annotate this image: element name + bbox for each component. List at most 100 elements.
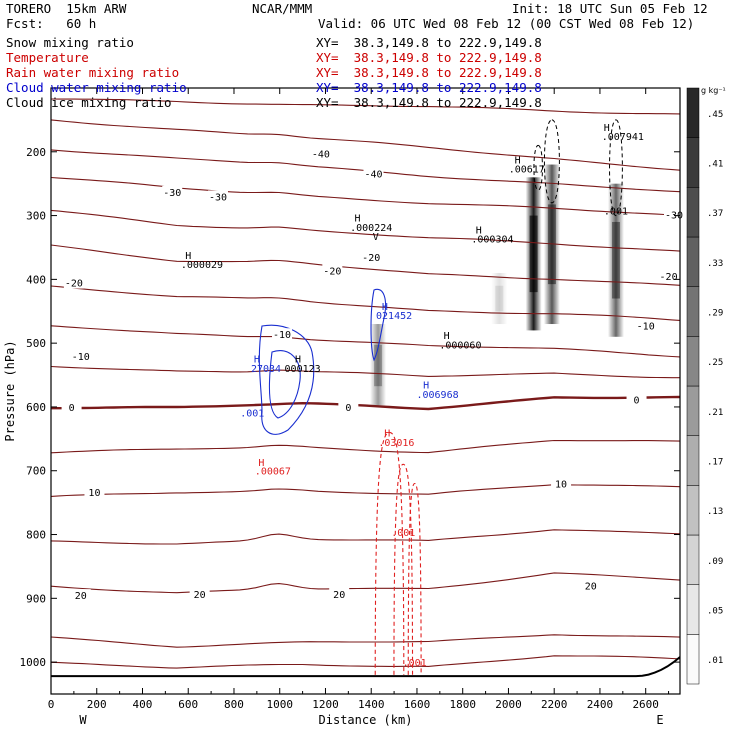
isotherm-label-bg-3 [162, 185, 183, 198]
y-tick-label-4: 600 [26, 401, 46, 414]
x-tick-label-4: 800 [224, 698, 244, 711]
isotherm-label-1: -40 [364, 169, 382, 180]
extremum-label-7: H [515, 155, 521, 166]
rain-contour-0 [374, 431, 405, 675]
isotherm-label-20: 20 [585, 582, 597, 593]
isotherm-line-extra-0 [51, 98, 680, 115]
isotherm-line-7 [51, 365, 680, 379]
extremum-label-20: H [295, 354, 301, 365]
colorbar-cell-9 [686, 187, 700, 238]
extremum-label-0: H [185, 251, 191, 262]
extremum-label-26: .00067 [255, 467, 291, 478]
x-tick-label-6: 1200 [312, 698, 339, 711]
extremum-label-13: .000060 [439, 340, 481, 351]
y-tick-label-6: 800 [26, 529, 46, 542]
isotherm-label-bg-9 [272, 328, 293, 341]
legend-ice-xy: XY= 38.3,149.8 to 222.9,149.8 [316, 95, 542, 110]
ice-contour-0 [543, 119, 560, 204]
isotherm-label-bg-10 [635, 319, 656, 332]
extremum-label-23: H [384, 428, 390, 439]
isotherm-label-5: -20 [323, 266, 341, 277]
isotherm-label-bg-14 [626, 393, 647, 406]
extremum-label-1: .000029 [181, 260, 223, 271]
isotherm-line-12 [51, 572, 680, 594]
isotherm-label-bg-20 [580, 579, 601, 592]
isotherm-label-bg-4 [664, 208, 684, 221]
isotherm-line-4 [51, 244, 680, 286]
legend-cloud-water-xy: XY= 38.3,149.8 to 222.9,149.8 [316, 80, 542, 95]
legend-cloud-water-label: Cloud water mixing ratio [6, 80, 187, 95]
extremum-label-5: H [476, 226, 482, 237]
extremum-label-9: H [604, 123, 610, 134]
legend-snow-label: Snow mixing ratio [6, 35, 134, 50]
isotherm-label-7: -20 [660, 272, 678, 283]
isotherm-label-bg-0 [310, 147, 331, 160]
extremum-label-2: H [354, 213, 360, 224]
x-axis-label: Distance (km) [319, 713, 413, 727]
rain-contour-1 [393, 463, 414, 675]
cloud-water-contour-0 [258, 324, 315, 435]
isotherm-line-extra-2 [51, 655, 680, 669]
isotherm-label-bg-12 [61, 400, 82, 413]
colorbar-unit: g kg⁻¹ [701, 86, 726, 95]
extremum-label-24: .03016 [378, 438, 414, 449]
x-tick-label-2: 400 [133, 698, 153, 711]
colorbar-tick-label-11: .45 [707, 110, 723, 120]
x-tick-label-12: 2400 [587, 698, 614, 711]
cloud-water-contour-1 [269, 350, 301, 419]
isotherm-label-bg-13 [338, 400, 359, 413]
extremum-label-10: .007941 [602, 132, 644, 143]
colorbar-cell-1 [686, 584, 700, 635]
extremum-label-19: 27034 [251, 364, 281, 375]
colorbar-tick-label-0: .01 [707, 656, 723, 666]
extremum-label-14: H [382, 302, 388, 313]
extremum-label-22: .001 [240, 409, 264, 420]
x-tick-label-8: 1600 [404, 698, 431, 711]
colorbar-tick-label-6: .25 [707, 358, 723, 368]
y-tick-label-2: 400 [26, 273, 46, 286]
y-tick-label-7: 900 [26, 592, 46, 605]
isotherm-label-11: -10 [72, 352, 90, 363]
center-name: NCAR/MMM [252, 1, 313, 16]
isotherm-label-bg-17 [70, 589, 91, 602]
y-axis-label: Pressure (hPa) [3, 340, 17, 441]
isotherm-line-0 [51, 119, 680, 171]
isotherm-line-8 [51, 395, 680, 411]
extremum-label-4: V [373, 232, 379, 243]
cloud-water-contour-2 [370, 288, 387, 362]
colorbar-cell-11 [686, 87, 700, 138]
isotherm-label-16: 10 [555, 479, 567, 490]
colorbar-tick-label-5: .21 [707, 408, 723, 418]
isotherm-label-bg-1 [363, 167, 384, 180]
extremum-label-17: .006968 [416, 390, 458, 401]
extremum-label-21: 000123 [285, 364, 321, 375]
isotherm-line-6 [51, 325, 680, 358]
snow-column-core-3 [374, 344, 383, 387]
isotherm-label-6: -20 [362, 253, 380, 264]
isotherm-label-15: 10 [88, 488, 100, 499]
colorbar-tick-label-4: .17 [707, 458, 723, 468]
extremum-label-18: H [254, 354, 260, 365]
colorbar-cell-10 [686, 137, 700, 188]
isotherm-line-9 [51, 439, 680, 454]
y-tick-label-1: 300 [26, 210, 46, 223]
y-tick-label-5: 700 [26, 465, 46, 478]
snow-column-core-0 [529, 215, 538, 293]
isotherm-line-5 [51, 285, 680, 321]
colorbar-tick-label-7: .29 [707, 309, 723, 319]
isotherm-label-0: -40 [312, 150, 330, 161]
isotherm-line-2 [51, 176, 680, 216]
legend-rain-label: Rain water mixing ratio [6, 65, 180, 80]
colorbar-tick-label-3: .13 [707, 507, 723, 517]
colorbar-cell-4 [686, 435, 700, 486]
rain-water-contours [374, 431, 422, 675]
snow-column-2 [607, 183, 624, 337]
x-tick-label-7: 1400 [358, 698, 385, 711]
isotherm-label-14: 0 [634, 395, 640, 406]
ice-contour-1 [609, 119, 623, 217]
extremum-label-25: H [258, 458, 264, 469]
legend-snow-xy: XY= 38.3,149.8 to 222.9,149.8 [316, 35, 542, 50]
legend-rain-xy: XY= 38.3,149.8 to 222.9,149.8 [316, 65, 542, 80]
axes: 0 200 400 600 800 1000 1200 1400 1600 1800 2000 220… [3, 87, 681, 727]
